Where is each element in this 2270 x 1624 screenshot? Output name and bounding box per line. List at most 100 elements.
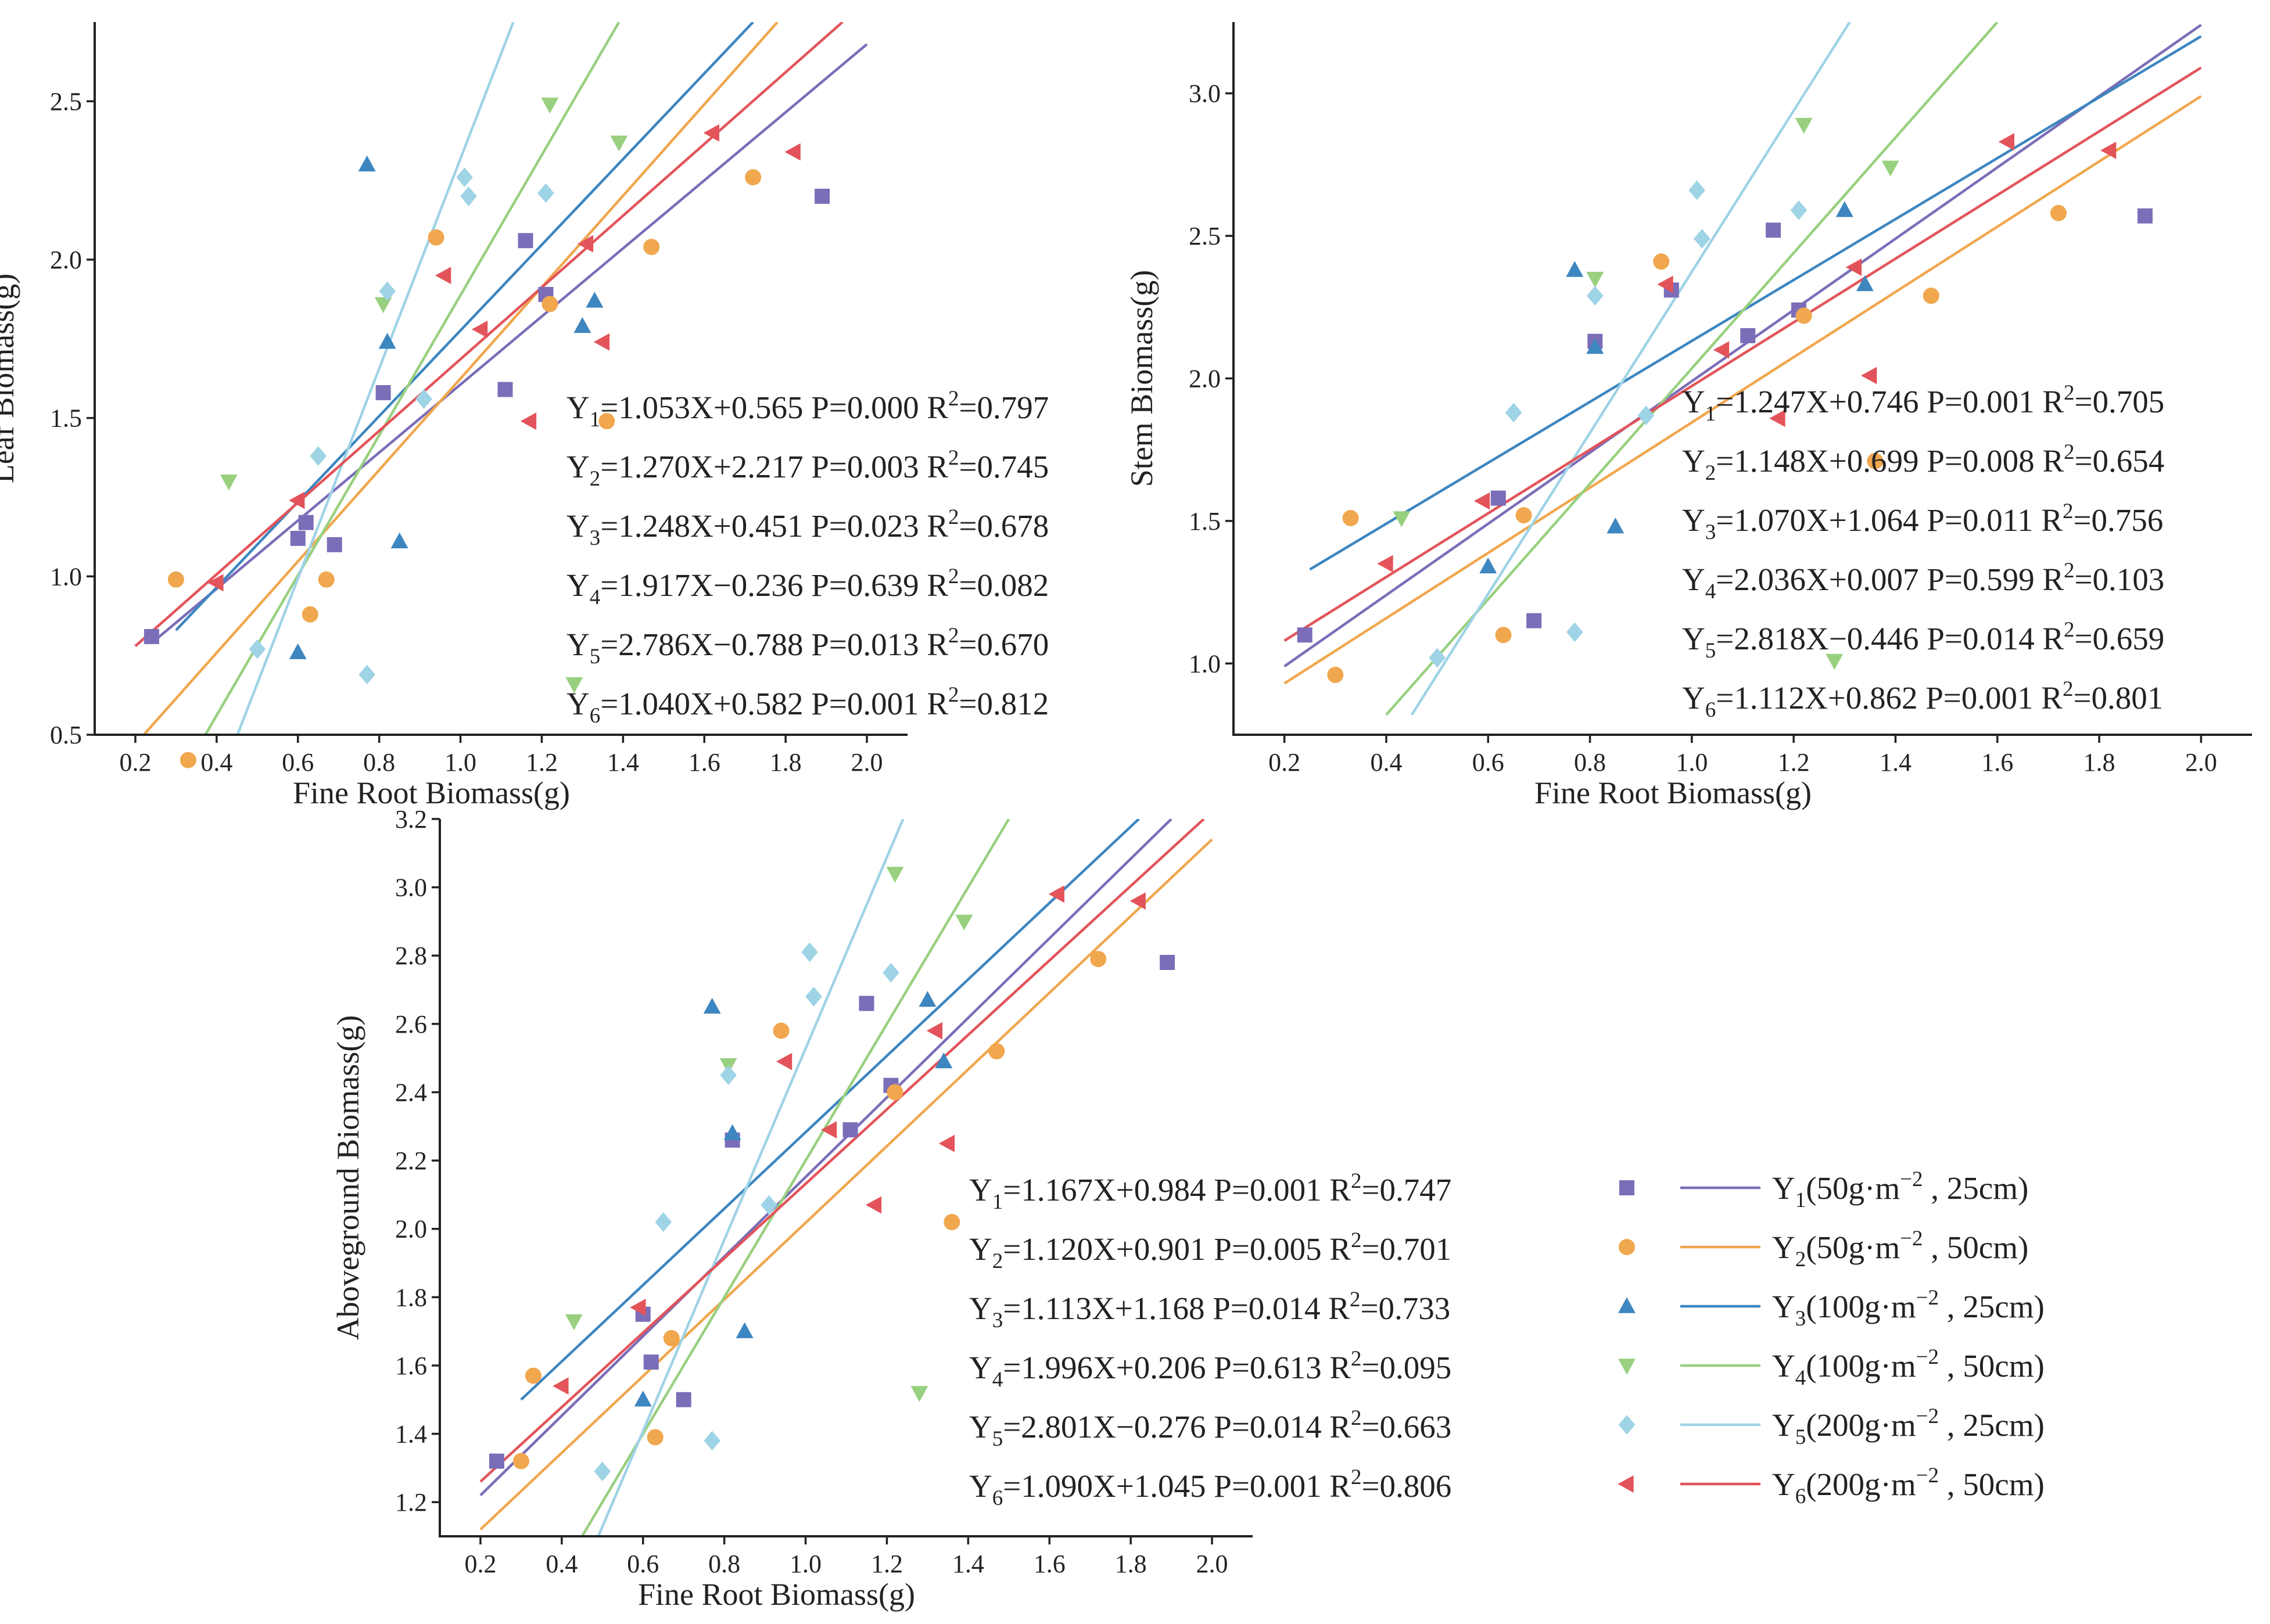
eq-lhs: Y (1682, 384, 1705, 419)
eq-lhs: Y (1682, 502, 1705, 538)
eq-body: =1.248X+0.451 P=0.023 R (600, 508, 948, 544)
data-point-y3 (919, 991, 937, 1007)
data-point-y3 (1479, 557, 1497, 574)
eq-body: =2.036X+0.007 P=0.599 R (1716, 562, 2064, 597)
equation-y2: Y2=1.270X+2.217 P=0.003 R2=0.745 (566, 446, 1049, 491)
y-axis-label: Leaf Biomass(g) (0, 274, 20, 483)
eq-sub: 2 (992, 1249, 1003, 1273)
eq-lhs: Y (566, 508, 590, 544)
fit-line-y2 (479, 838, 1213, 1530)
equation-y4: Y4=1.996X+0.206 P=0.613 R2=0.095 (969, 1347, 1451, 1392)
eq-sub: 5 (992, 1427, 1003, 1451)
equation-y1: Y1=1.247X+0.746 P=0.001 R2=0.705 (1682, 381, 2164, 426)
fit-line-y3 (520, 819, 1140, 1401)
data-point-y2 (643, 239, 660, 256)
x-tick-label: 0.2 (1268, 748, 1300, 777)
x-tick-label: 1.8 (770, 748, 802, 777)
y-tick-label: 1.2 (395, 1488, 427, 1517)
data-point-y1 (2137, 208, 2153, 224)
fit-line-y6 (479, 819, 1205, 1483)
data-point-y4 (955, 914, 973, 931)
y-tick-label: 2.5 (50, 87, 82, 116)
data-points (144, 98, 830, 768)
eq-body: =1.112X+0.862 P=0.001 R (1716, 680, 2063, 716)
data-point-y4 (1586, 272, 1604, 288)
data-point-y1 (489, 1453, 504, 1469)
equation-y4: Y4=1.917X−0.236 P=0.639 R2=0.082 (566, 565, 1049, 609)
data-point-y4 (886, 867, 904, 883)
data-point-y2 (318, 571, 335, 588)
fit-line-y6 (134, 22, 844, 647)
x-tick-label: 1.6 (1034, 1550, 1066, 1578)
legend-marker-y4 (1618, 1359, 1636, 1375)
data-points (489, 867, 1175, 1482)
eq-sub: 2 (1705, 461, 1716, 485)
eq-tail: =0.705 (2075, 384, 2165, 419)
eq-tail: =0.733 (1361, 1291, 1451, 1326)
fit-line-y3 (1309, 35, 2202, 571)
data-point-y6 (1473, 492, 1490, 510)
eq-exp: 2 (1350, 1288, 1361, 1312)
eq-lhs: Y (1682, 443, 1705, 479)
data-point-y5 (805, 986, 822, 1007)
data-point-y6 (1048, 885, 1064, 903)
data-point-y5 (594, 1461, 611, 1482)
data-point-y5 (720, 1065, 737, 1085)
data-point-y2 (180, 752, 196, 768)
data-point-y5 (761, 1195, 777, 1215)
x-axis-label: Fine Root Biomass(g) (293, 775, 570, 810)
eq-exp: 2 (948, 446, 959, 470)
equation-y1: Y1=1.167X+0.984 P=0.001 R2=0.747 (969, 1169, 1451, 1214)
fit-lines (1283, 22, 2202, 716)
data-point-y1 (144, 628, 159, 644)
data-point-y5 (1688, 180, 1705, 200)
eq-sub: 5 (590, 645, 601, 669)
eq-lhs: Y (566, 686, 590, 721)
data-point-y3 (1606, 518, 1624, 534)
data-point-y3 (736, 1322, 754, 1338)
eq-tail: =0.797 (959, 390, 1049, 425)
eq-tail: =0.670 (959, 627, 1049, 662)
x-tick-label: 0.6 (282, 748, 314, 777)
equation-y5: Y5=2.786X−0.788 P=0.013 R2=0.670 (566, 624, 1049, 669)
eq-lhs: Y (969, 1291, 992, 1326)
fit-line-y4 (1385, 22, 1999, 716)
eq-sub: 3 (992, 1309, 1003, 1332)
eq-tail: =0.678 (959, 508, 1049, 544)
eq-body: =1.040X+0.582 P=0.001 R (600, 686, 948, 721)
data-point-y4 (1795, 117, 1813, 134)
x-tick-label: 1.0 (444, 748, 476, 777)
x-tick-label: 0.6 (627, 1550, 659, 1578)
x-tick-label: 1.2 (871, 1550, 903, 1578)
fit-line-y4 (203, 22, 621, 735)
data-point-y1 (859, 996, 874, 1011)
eq-body: =1.270X+2.217 P=0.003 R (600, 449, 948, 484)
data-point-y6 (1657, 275, 1673, 293)
data-point-y1 (518, 233, 533, 249)
data-point-y1 (1160, 955, 1175, 970)
data-point-y3 (634, 1391, 652, 1407)
equation-y3: Y3=1.113X+1.168 P=0.014 R2=0.733 (969, 1288, 1450, 1332)
data-point-y4 (565, 677, 583, 694)
data-point-y1 (1766, 222, 1781, 238)
equation-y4: Y4=2.036X+0.007 P=0.599 R2=0.103 (1682, 559, 2164, 603)
eq-sub: 1 (1705, 402, 1716, 426)
chart-stem: 0.2 0.4 0.6 0.8 1.0 1.2 1.4 1.6 1.8 2.0 1.0 1.5 2.0 2… (1124, 22, 2252, 810)
fit-line-y1 (155, 43, 868, 641)
data-point-y6 (1713, 341, 1730, 359)
data-points (1297, 117, 2153, 683)
data-point-y6 (1129, 892, 1146, 910)
data-point-y1 (1740, 328, 1756, 343)
eq-body: =1.996X+0.206 P=0.613 R (1003, 1350, 1351, 1385)
data-point-y2 (944, 1213, 960, 1230)
data-point-y6 (703, 124, 719, 142)
data-point-y6 (784, 143, 801, 161)
data-point-y6 (820, 1121, 837, 1139)
data-point-y4 (1393, 511, 1411, 527)
data-point-y4 (910, 1386, 928, 1402)
fit-line-y6 (1283, 66, 2202, 642)
data-point-y5 (655, 1212, 672, 1232)
data-point-y5 (310, 446, 327, 466)
fit-lines (134, 22, 868, 735)
